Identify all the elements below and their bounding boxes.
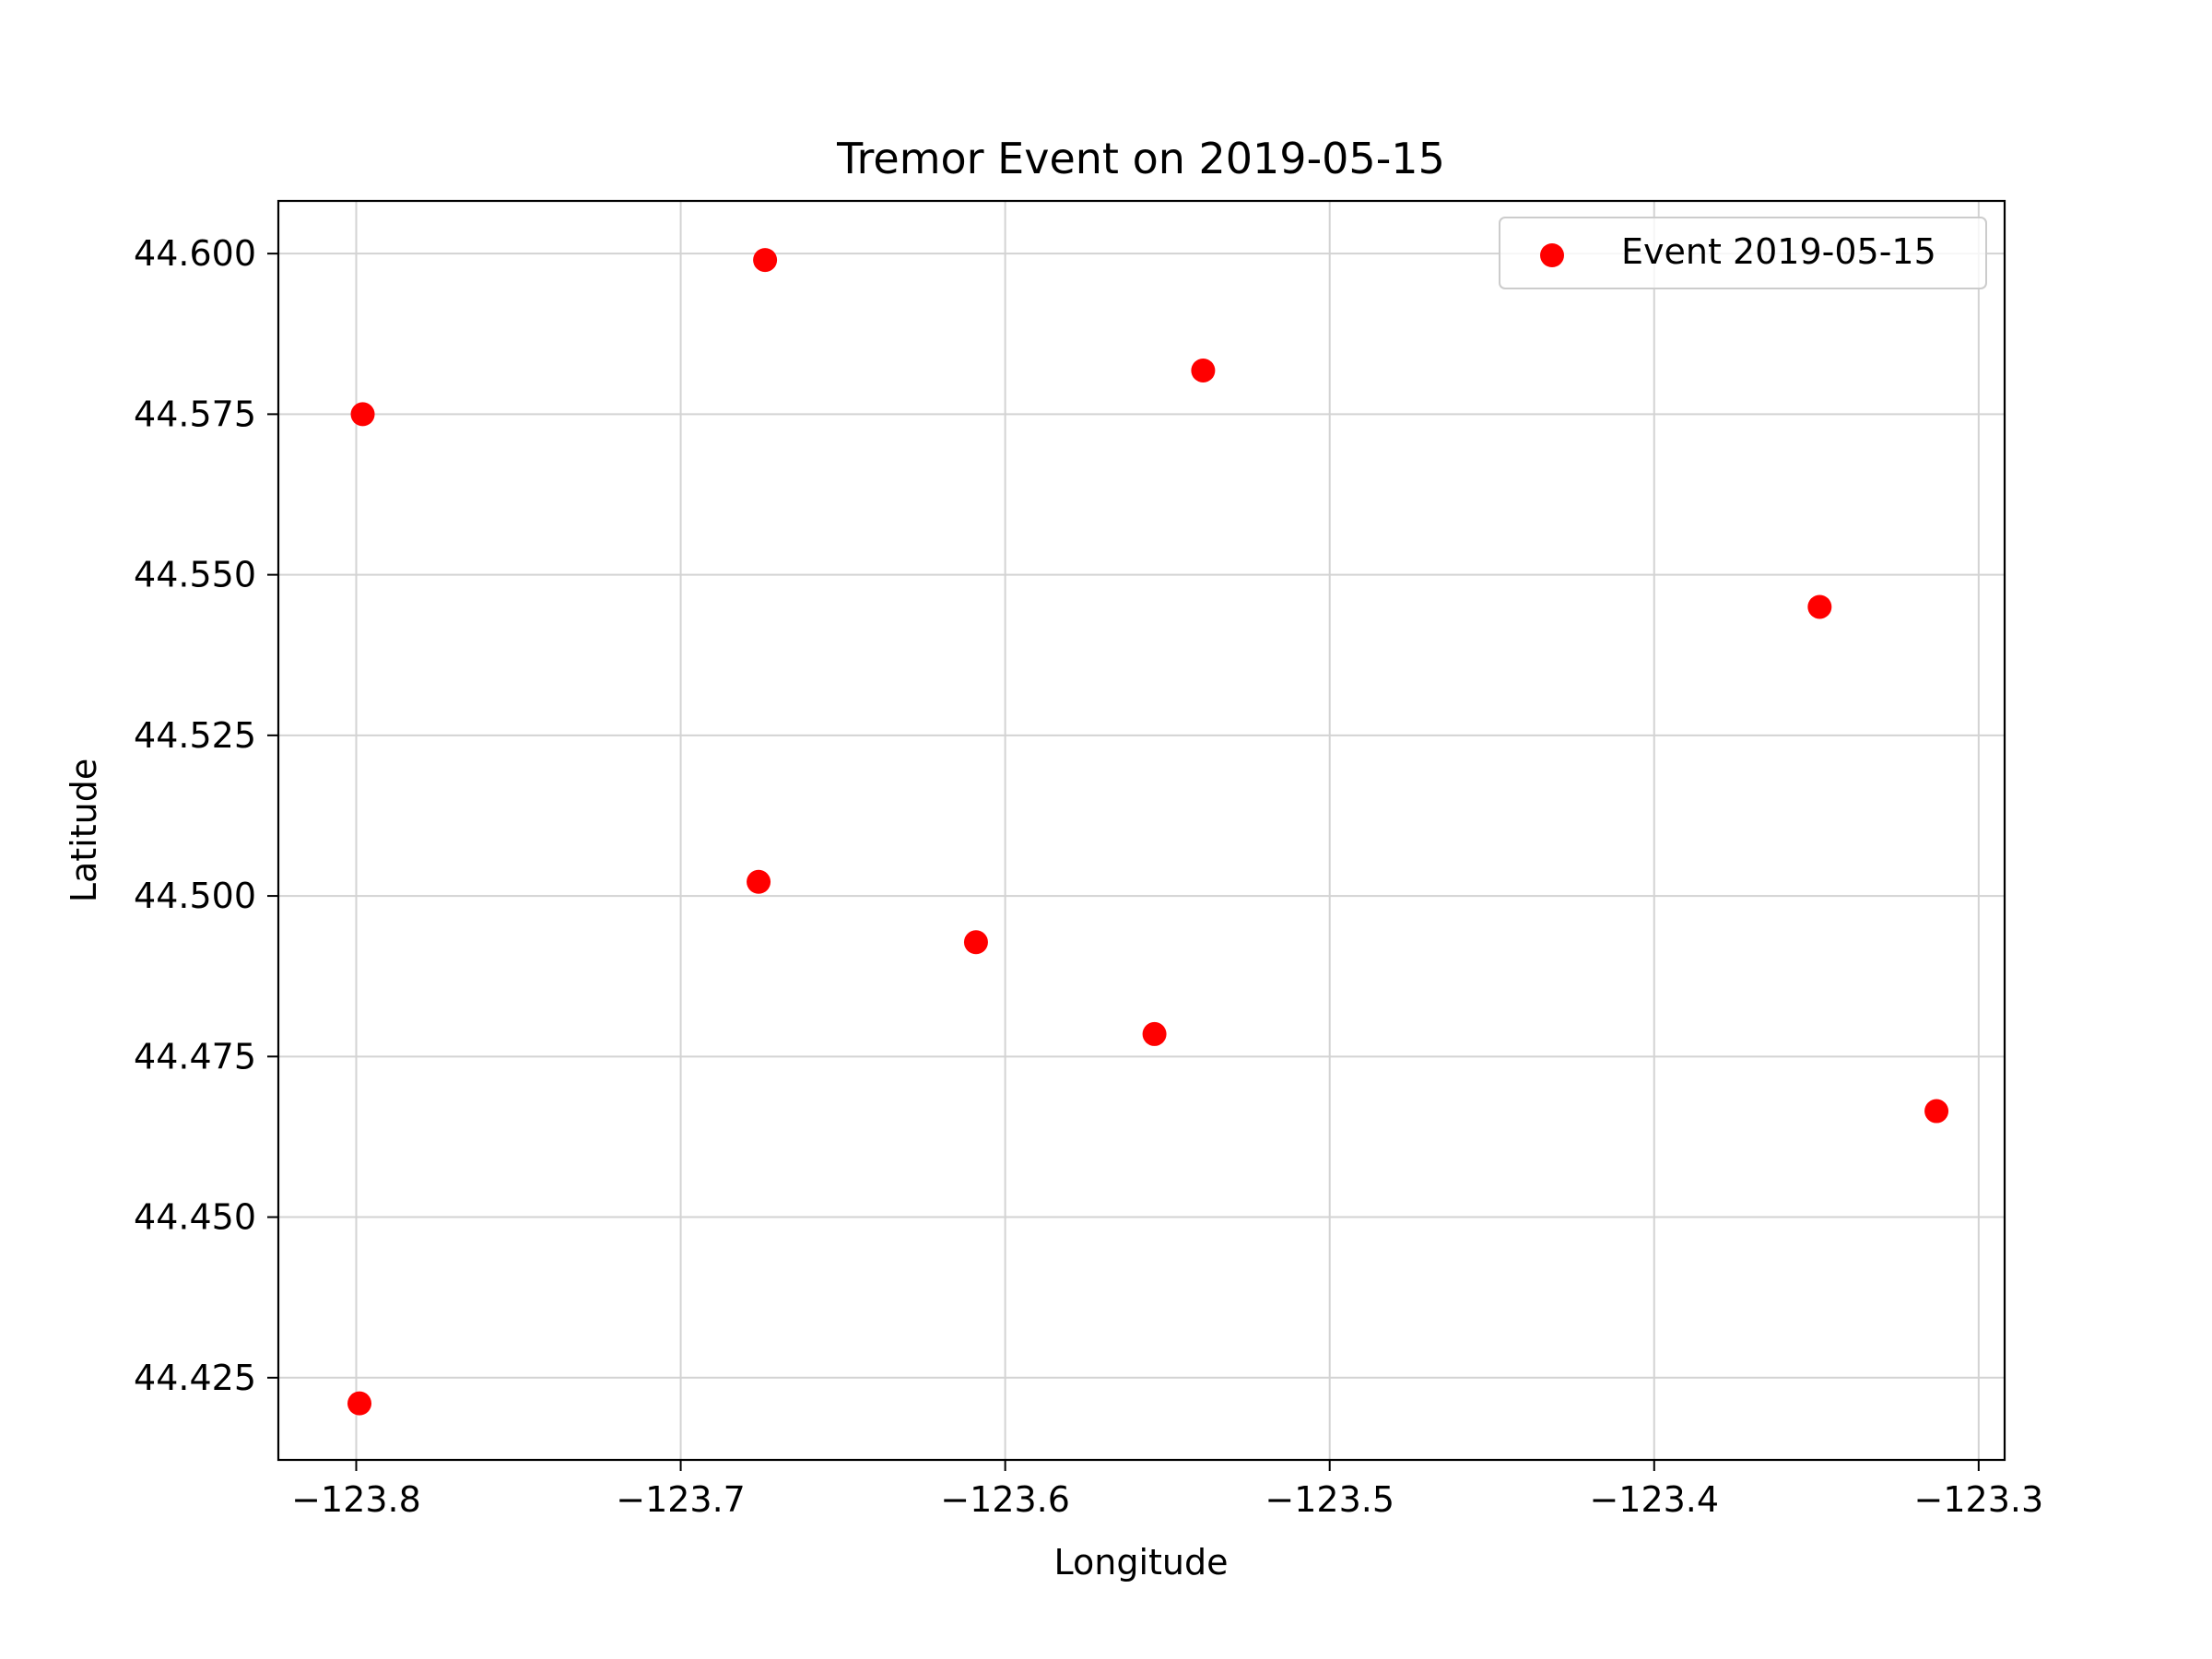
legend-marker xyxy=(1540,243,1564,267)
data-points xyxy=(347,248,1949,1416)
plot-area-frame xyxy=(276,199,2006,1462)
x-tick-label: −123.8 xyxy=(291,1479,421,1520)
x-tick-label: −123.4 xyxy=(1589,1479,1719,1520)
y-tick-label: 44.600 xyxy=(134,233,256,274)
data-point xyxy=(963,930,988,955)
chart-title: Tremor Event on 2019-05-15 xyxy=(836,134,1445,183)
grid xyxy=(278,201,2005,1460)
y-tick-label: 44.550 xyxy=(134,555,256,595)
data-point xyxy=(753,248,778,273)
x-tick-label: −123.6 xyxy=(940,1479,1070,1520)
y-tick-label: 44.475 xyxy=(134,1036,256,1077)
x-tick-label: −123.3 xyxy=(1914,1479,2044,1520)
y-tick-label: 44.525 xyxy=(134,715,256,756)
x-axis-label: Longitude xyxy=(1054,1542,1229,1583)
x-tick-label: −123.5 xyxy=(1265,1479,1394,1520)
legend: Event 2019-05-15 xyxy=(1499,217,1987,289)
y-tick-label: 44.500 xyxy=(134,876,256,916)
legend-box xyxy=(1499,217,1987,289)
data-point xyxy=(1142,1021,1167,1046)
data-point xyxy=(747,869,771,894)
y-tick-label: 44.575 xyxy=(134,394,256,434)
data-point xyxy=(1924,1099,1949,1124)
y-tick-label: 44.425 xyxy=(134,1358,256,1398)
data-point xyxy=(1807,594,1832,619)
y-axis-label: Latitude xyxy=(64,759,104,902)
data-point xyxy=(347,1391,372,1416)
data-point xyxy=(350,402,375,427)
x-axis-ticks: −123.8 −123.7 −123.6 −123.5 −123.4 −123.3 xyxy=(291,1460,2043,1520)
legend-label: Event 2019-05-15 xyxy=(1621,231,1936,272)
data-point xyxy=(1191,358,1216,382)
y-tick-label: 44.450 xyxy=(134,1197,256,1238)
x-tick-label: −123.7 xyxy=(616,1479,746,1520)
y-axis-ticks: 44.425 44.450 44.475 44.500 44.525 44.550 44.5… xyxy=(134,233,278,1398)
